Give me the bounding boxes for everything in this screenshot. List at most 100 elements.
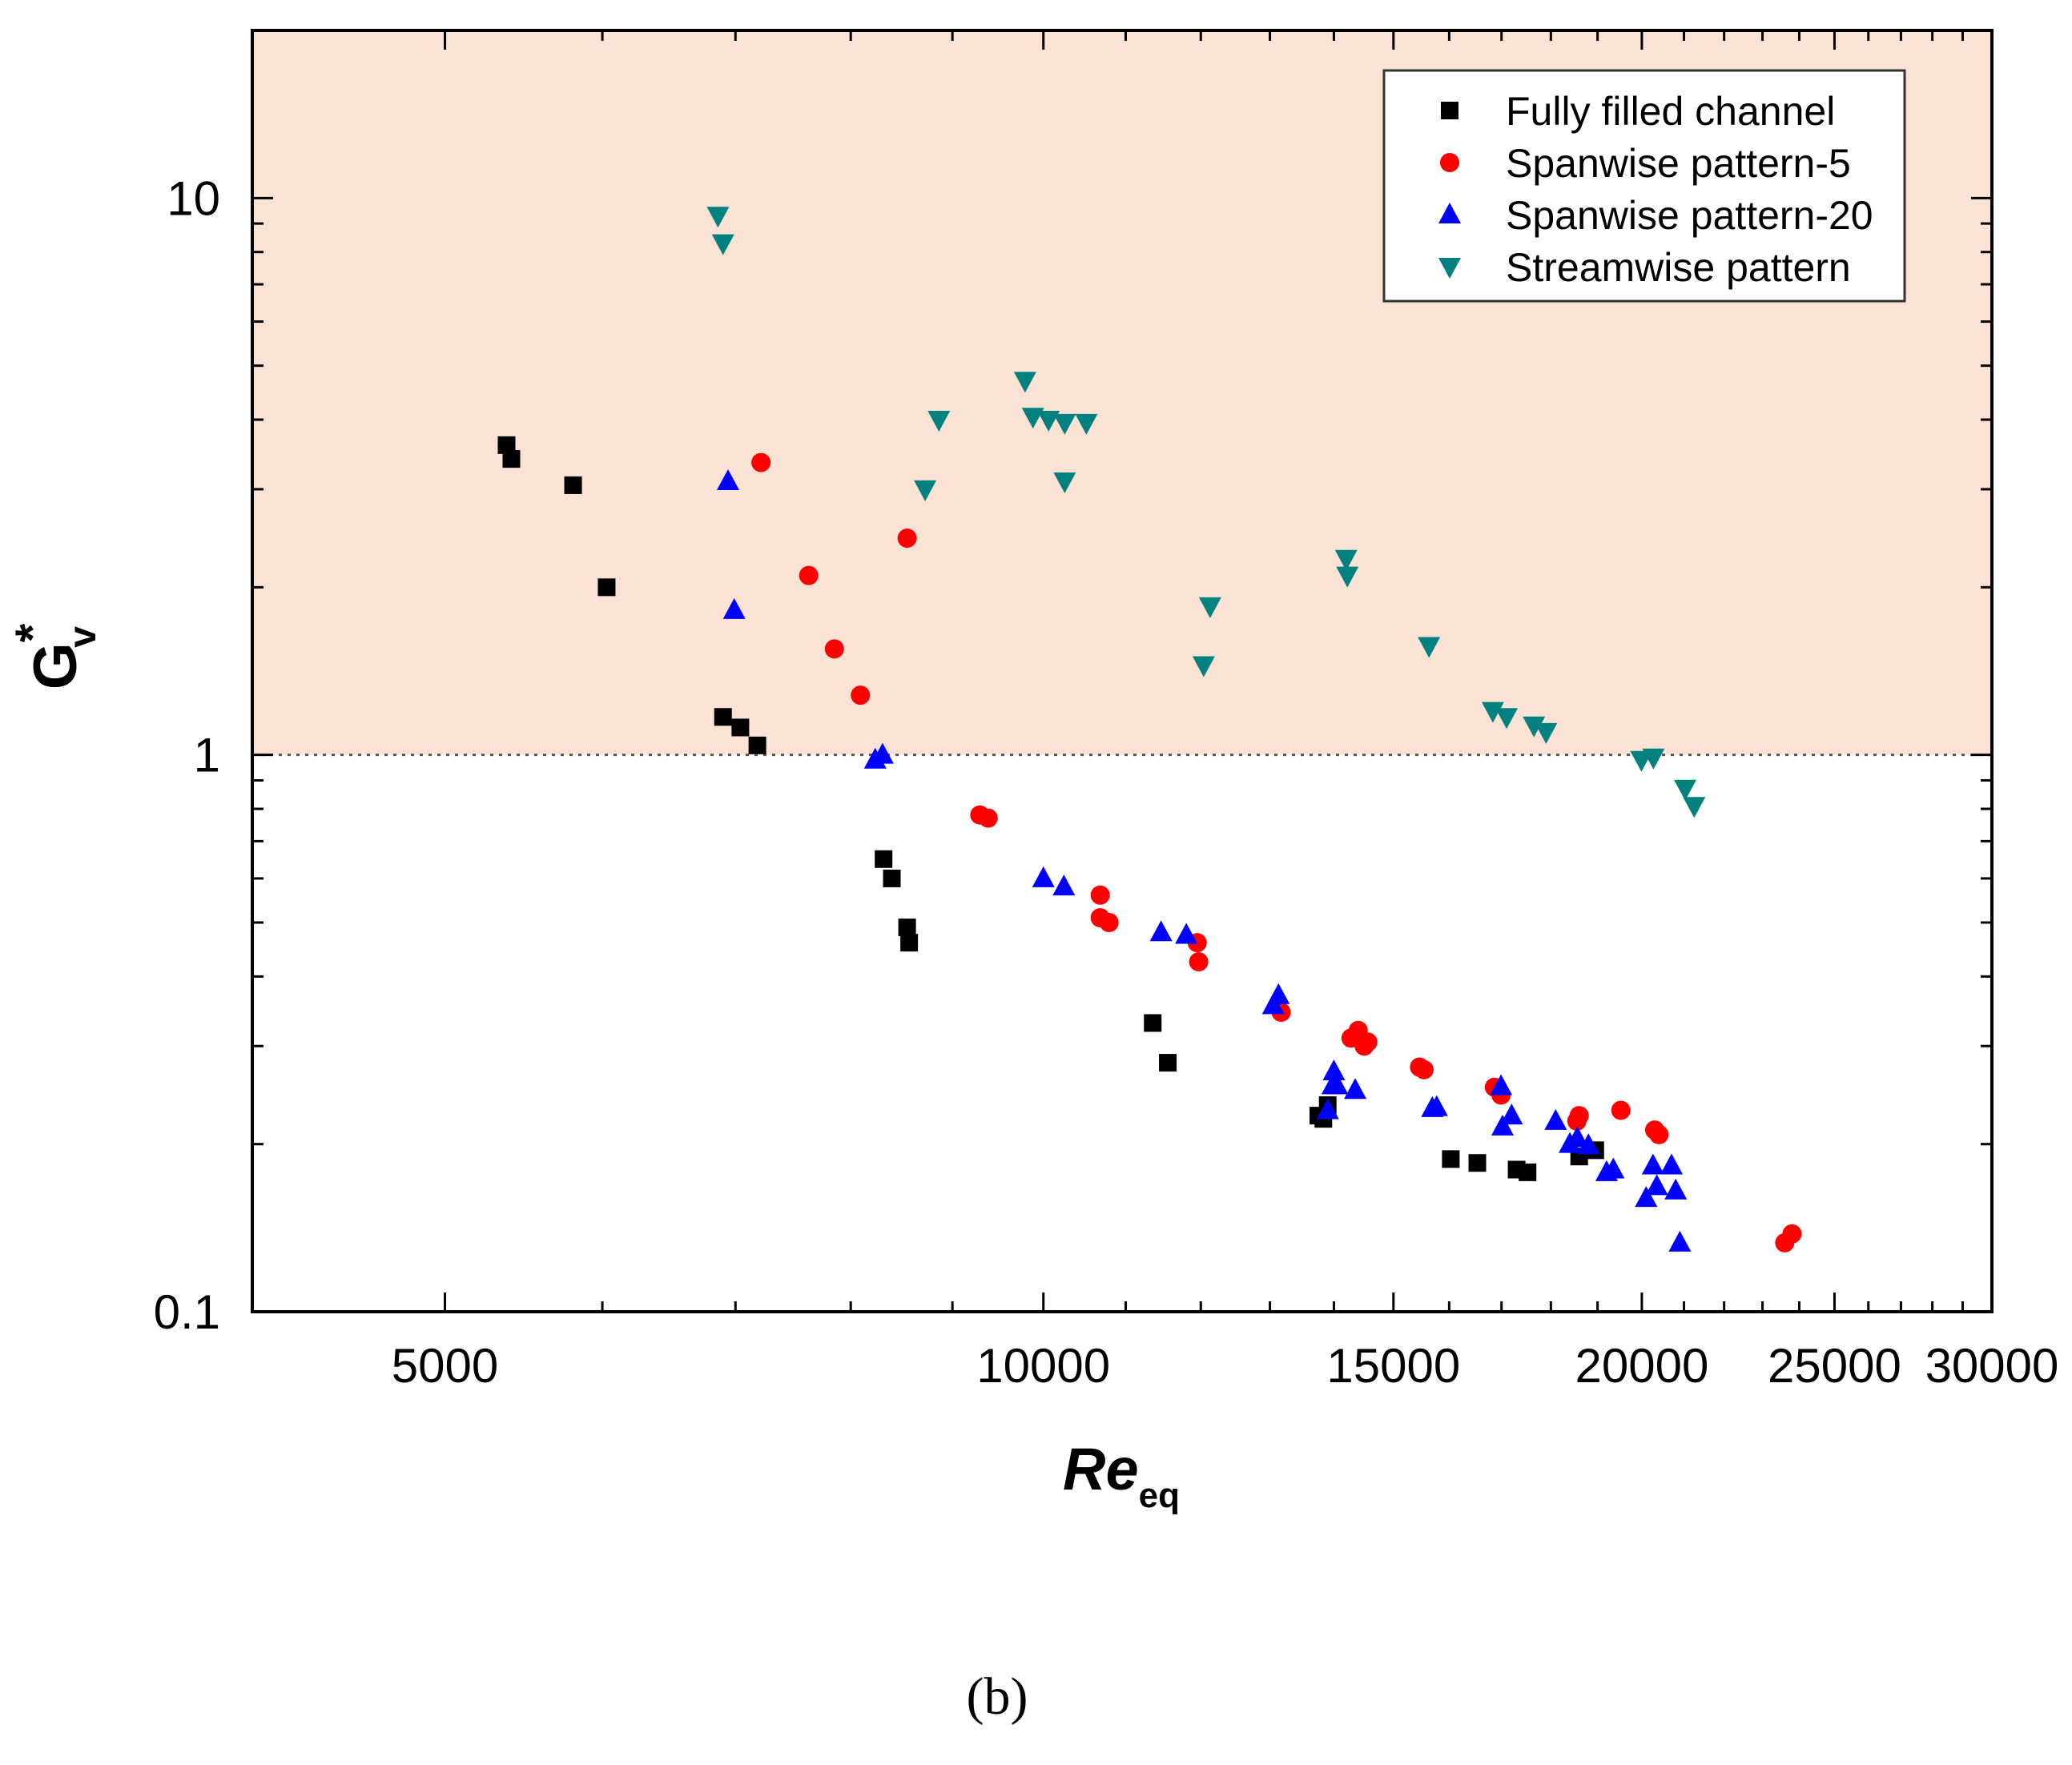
data-point [1192,656,1215,677]
x-tick-label: 15000 [1326,1339,1460,1393]
y-axis-title: G*v [6,623,104,690]
data-point [897,529,917,549]
data-point [706,207,730,228]
data-point [914,480,937,501]
legend-label: Spanwise pattern-20 [1506,193,1873,238]
y-tick-labels: 0.1 1 10 [154,171,220,1339]
data-point [927,411,951,432]
data-point [1635,1186,1658,1208]
data-point [1037,411,1060,432]
data-point [978,808,998,828]
data-point [1442,1150,1460,1168]
data-point [851,685,871,706]
data-point [1544,1108,1567,1130]
data-points [497,207,1802,1252]
data-point [1500,1104,1523,1125]
data-point [1577,1133,1600,1155]
data-point [1344,1078,1367,1100]
data-point [1782,1224,1802,1244]
data-point [714,708,732,726]
data-point [564,476,582,494]
data-point [1032,866,1055,887]
legend-label: Spanwise pattern-5 [1506,141,1851,186]
y-axis-title-sup: * [6,623,59,642]
legend-marker [1440,153,1459,172]
data-point [748,736,766,754]
data-point [1519,1163,1537,1181]
data-point [900,934,919,952]
data-point [1159,1054,1177,1072]
x-tick-label: 5000 [392,1339,498,1393]
data-point [1099,912,1119,932]
data-point [1267,983,1290,1004]
data-point [1569,1106,1589,1126]
data-point [1668,1230,1692,1252]
x-axis-title-sub: eq [1139,1476,1180,1515]
x-tick-label: 30000 [1925,1339,2059,1393]
data-point [1326,1073,1349,1095]
legend-label: Streamwise pattern [1506,245,1851,290]
data-point [1602,1157,1625,1179]
data-point [875,850,893,868]
legend: Fully filled channel Spanwise pattern-5 Sp… [1382,69,1906,303]
data-point [1468,1154,1487,1172]
data-point [1683,797,1706,818]
data-point [597,578,616,597]
data-point [1316,1098,1339,1120]
y-axis-title-sub: v [62,626,104,648]
y-tick-label: 10 [167,171,220,225]
data-point [1334,549,1358,571]
data-point [824,639,844,659]
data-point [898,919,916,937]
data-point [1189,952,1209,972]
data-point [1336,566,1359,588]
data-point [1075,413,1098,435]
data-point [1425,1095,1448,1116]
data-point [1144,1014,1162,1032]
data-point [1674,779,1697,801]
data-point [1566,1126,1589,1148]
plot-frame [251,29,1994,1313]
data-point [1645,1174,1668,1196]
x-axis-title: Reeq [1063,1436,1180,1515]
data-point [722,597,746,619]
x-tick-label: 20000 [1575,1339,1708,1393]
data-point [497,436,516,454]
x-tick-label: 25000 [1768,1339,1901,1393]
legend-marker [1438,258,1461,279]
legend-marker [1441,102,1458,119]
legend-marker [1438,203,1461,223]
data-point [1175,923,1198,944]
data-point [716,468,739,490]
data-point [1090,885,1110,905]
legend-label: Fully filled channel [1506,89,1835,134]
data-point [502,450,521,468]
y-tick-label: 1 [194,729,220,782]
data-point [711,234,734,255]
data-point [883,869,901,887]
data-point [871,742,894,764]
data-point [1052,874,1076,896]
data-point [1611,1100,1631,1120]
data-point [1414,1059,1434,1080]
data-point [1649,1124,1669,1144]
series-1 [751,452,1802,1252]
data-point [1053,413,1076,435]
legend-box [1382,69,1906,303]
data-point [1495,708,1519,730]
data-point [1013,372,1036,393]
x-tick-label: 10000 [976,1339,1110,1393]
data-point [731,718,750,737]
y-tick-label: 0.1 [154,1285,220,1339]
y-axis-title-main: G [22,642,90,690]
series-2 [716,468,1692,1252]
data-point [1418,637,1441,658]
axis-ticks [251,29,1994,1313]
data-point [1523,716,1546,738]
data-point [1358,1032,1378,1052]
data-point [1642,748,1665,770]
x-axis-title-main: Re [1063,1436,1139,1502]
data-point [1535,722,1558,744]
figure-caption: (b) [967,1667,1028,1726]
